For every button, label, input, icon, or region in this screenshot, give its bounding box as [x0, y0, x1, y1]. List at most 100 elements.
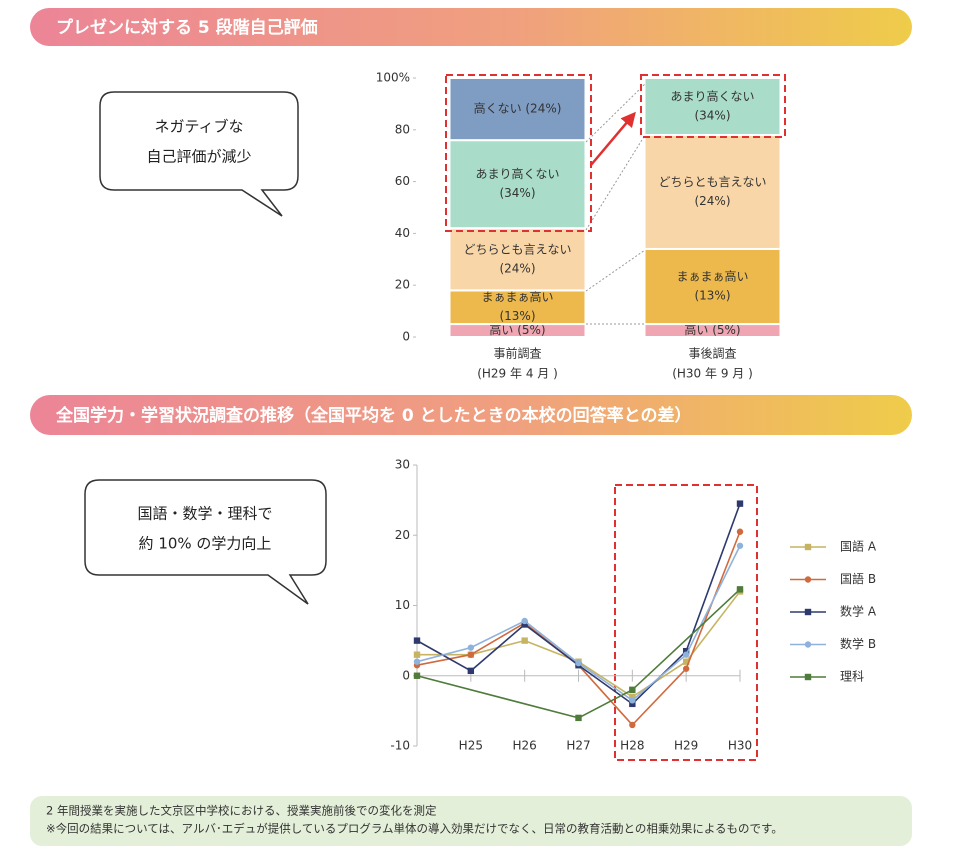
point [682, 658, 690, 665]
segment-label: あまり高くない [475, 166, 559, 181]
segment-label: (34%) [499, 186, 535, 200]
speech-bubble [99, 91, 299, 217]
chart-2: -10 0 10 20 30 H25 H26 H27 H28 H29 H30 国語 A 国語 B 数学 A… [390, 458, 876, 753]
point [467, 667, 475, 675]
line-segment [577, 664, 633, 726]
y-tick-label: 60 [395, 174, 410, 188]
bubble-text: ネガティブな [154, 118, 243, 136]
y-tick-label: 0 [402, 330, 410, 344]
segment-label: まぁまぁ高い [481, 289, 553, 304]
x-tick-label: H29 [674, 739, 698, 753]
point [736, 500, 744, 507]
section-header-bg [30, 8, 912, 46]
point [736, 542, 744, 549]
point [521, 617, 528, 625]
line-segment [524, 623, 579, 666]
point [629, 700, 636, 708]
line-segment [470, 620, 526, 649]
segment-label: 高い (5%) [684, 322, 740, 337]
point [682, 665, 690, 672]
x-tick-label: H30 [728, 739, 752, 753]
point [575, 659, 582, 667]
segment-label: 高い (5%) [489, 322, 545, 337]
y-tick-label: 40 [395, 226, 410, 240]
point [736, 586, 744, 593]
line-segment [685, 590, 741, 663]
bar-segment [643, 77, 782, 136]
line-segment [631, 668, 687, 726]
bubble-text: 約 10% の学力向上 [139, 535, 272, 553]
segment-label: まぁまぁ高い [676, 268, 748, 283]
segment-label: どちらとも言えない [658, 175, 766, 189]
point [629, 686, 636, 693]
bar-segment [448, 227, 587, 292]
segment-label: (13%) [694, 288, 730, 302]
point [736, 528, 744, 535]
legend-marker [804, 543, 812, 551]
y-tick-label: 10 [395, 598, 410, 612]
point [413, 672, 421, 679]
line-segment [631, 654, 687, 701]
bar-segment [448, 77, 587, 142]
line-segment [416, 646, 472, 663]
legend-marker [804, 576, 812, 583]
x-tick-note: (H29 年 4 月 ) [477, 367, 558, 381]
segment-label: (13%) [499, 309, 535, 323]
x-tick-label: H26 [513, 739, 537, 753]
highlight [445, 74, 786, 761]
segment-label: (24%) [499, 261, 535, 275]
legend-label: 国語 B [840, 571, 876, 586]
y-tick-label: -10 [390, 739, 410, 753]
y-tick-label: 20 [395, 278, 410, 292]
section-title: 全国学力・学習状況調査の推移（全国平均を 0 としたときの本校の回答率との差） [55, 405, 692, 426]
line-segment [470, 623, 526, 672]
legend-label: 国語 A [840, 539, 877, 554]
segment-label: 高くない (24%) [474, 101, 562, 116]
line-segment [685, 503, 741, 652]
line-segment [416, 653, 471, 666]
bar-segment [643, 133, 782, 250]
point [575, 714, 582, 722]
x-tick-note: (H30 年 9 月 ) [672, 367, 753, 381]
segment-label: あまり高くない [670, 88, 754, 103]
bar-segment [448, 139, 587, 230]
y-tick-label: 80 [395, 122, 410, 136]
line-segment [578, 661, 633, 698]
section-header-bg [30, 395, 912, 435]
point [413, 658, 421, 665]
line-segment [470, 622, 526, 656]
segment-label: どちらとも言えない [463, 242, 571, 256]
point [629, 693, 636, 701]
line-segment [578, 664, 633, 705]
bar-segment [643, 247, 782, 326]
line-segment [685, 545, 741, 656]
note-text: ※今回の結果については、アルバ･エデュが提供しているプログラム単体の導入効果だけ… [46, 822, 783, 836]
point [521, 637, 528, 644]
x-tick-label: H27 [566, 739, 590, 753]
point [629, 721, 636, 729]
line-segment [631, 661, 687, 698]
legend-label: 数学 B [840, 636, 876, 651]
legend-marker [804, 673, 812, 681]
legend-label: 理科 [840, 670, 864, 684]
y-tick-label: 100% [376, 71, 410, 85]
point [682, 651, 690, 658]
segment-label: (34%) [694, 108, 730, 122]
line-segment [416, 674, 579, 719]
line-segment [416, 639, 472, 672]
line-segment [578, 689, 633, 719]
speech-bubble [84, 479, 327, 605]
section-title: プレゼンに対する 5 段階自己評価 [56, 17, 318, 38]
segment-label: (24%) [694, 194, 730, 208]
x-tick-label: H28 [620, 739, 644, 753]
point [521, 621, 528, 628]
x-tick-label: 事後調査 [688, 347, 736, 361]
line-segment [524, 620, 579, 664]
x-tick-label: H25 [459, 739, 483, 753]
note-text: 2 年間授業を実施した文京区中学校における、授業実施前後での変化を測定 [46, 804, 437, 818]
legend-label: 数学 A [840, 604, 877, 619]
y-tick-label: 30 [395, 458, 410, 472]
point [413, 651, 421, 658]
